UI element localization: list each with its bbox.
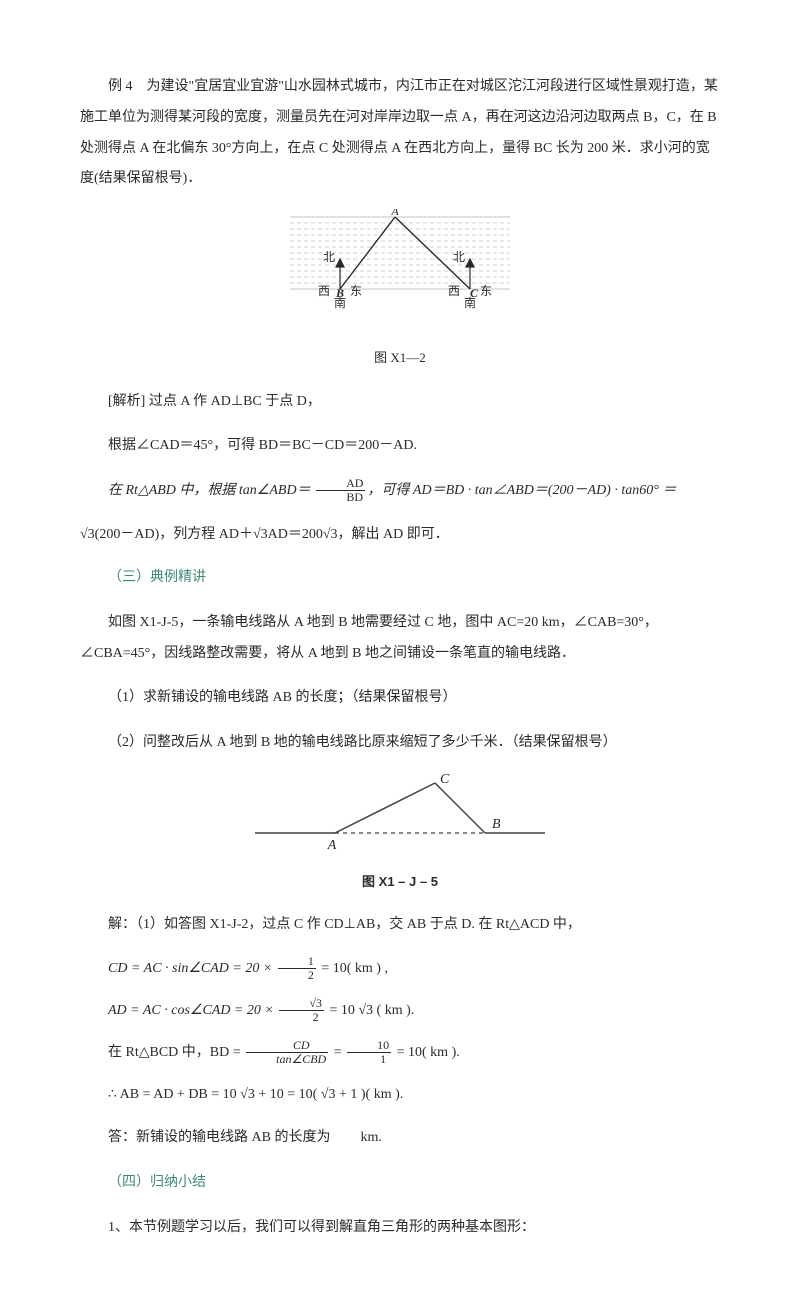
frac-sqrt3-2: √3 2 (279, 997, 324, 1024)
analysis-line-4: √3(200－AD)，列方程 AD＋√3AD＝200√3，解出 AD 即可． (80, 521, 720, 549)
question-1: （1）求新铺设的输电线路 AB 的长度；（结果保留根号） (80, 683, 720, 714)
equation-4: ∴ AB = AD + DB = 10 √3 + 10 = 10( √3 + 1… (80, 1081, 720, 1109)
section-3-heading: （三）典例精讲 (80, 563, 720, 594)
svg-text:西: 西 (448, 284, 460, 298)
analysis-line-2: 根据∠CAD＝45°，可得 BD＝BC－CD＝200－AD. (80, 431, 720, 462)
analysis-line-1: [解析] 过点 A 作 AD⊥BC 于点 D， (80, 387, 720, 418)
equation-1: CD = AC · sin∠CAD = 20 × 1 2 = 10( km ) … (80, 955, 720, 983)
section-4-line-1: 1、本节例题学习以后，我们可以得到解直角三角形的两种基本图形： (80, 1213, 720, 1244)
svg-text:C: C (440, 773, 450, 787)
section-3-para: 如图 X1-J-5，一条输电线路从 A 地到 B 地需要经过 C 地，图中 AC… (80, 608, 720, 670)
svg-text:北: 北 (323, 250, 335, 264)
svg-text:东: 东 (480, 284, 492, 298)
question-2: （2）问整改后从 A 地到 B 地的输电线路比原来缩短了多少千米．（结果保留根号… (80, 728, 720, 759)
svg-text:东: 东 (350, 284, 362, 298)
equation-3: 在 Rt△BCD 中，BD = CD tan∠CBD = 10 1 = 10( … (80, 1039, 720, 1067)
svg-text:南: 南 (464, 295, 476, 310)
frac-cd-tan: CD tan∠CBD (246, 1039, 328, 1066)
svg-text:A: A (327, 838, 337, 853)
solution-intro: 解：（1）如答图 X1-J-2，过点 C 作 CD⊥AB，交 AB 于点 D. … (80, 910, 720, 941)
answer-line: 答：新铺设的输电线路 AB 的长度为km. (80, 1123, 720, 1154)
analysis-line-3b: ，可得 AD＝BD · tan∠ABD＝(200－AD) · tan60° ＝ (367, 483, 676, 498)
analysis-line-3a: 在 Rt△ABD 中，根据 tan∠ABD＝ (108, 483, 311, 498)
equation-2: AD = AC · cos∠CAD = 20 × √3 2 = 10 √3 ( … (80, 997, 720, 1025)
svg-text:北: 北 (453, 250, 465, 264)
figure-x1-j-5: A B C 图 X1 – J – 5 (80, 773, 720, 896)
svg-text:B: B (492, 817, 501, 832)
example-4-para: 例 4 为建设"宜居宜业宜游"山水园林式城市，内江市正在对城区沱江河段进行区域性… (80, 72, 720, 195)
figure-x1-2-caption: 图 X1—2 (80, 344, 720, 373)
section-4-heading: （四）归纳小结 (80, 1168, 720, 1199)
figure-x1-j-5-caption: 图 X1 – J – 5 (80, 868, 720, 897)
svg-text:A: A (390, 209, 399, 218)
frac-ad-bd: AD BD (316, 477, 365, 504)
svg-text:南: 南 (334, 295, 346, 310)
analysis-line-3: 在 Rt△ABD 中，根据 tan∠ABD＝ AD BD ，可得 AD＝BD ·… (80, 476, 720, 507)
svg-text:西: 西 (318, 284, 330, 298)
frac-10-1: 10 1 (347, 1039, 391, 1066)
figure-x1-2: A 北 北 西 B 东 南 西 C 东 南 图 X1—2 (80, 209, 720, 372)
frac-half: 1 2 (278, 955, 316, 982)
